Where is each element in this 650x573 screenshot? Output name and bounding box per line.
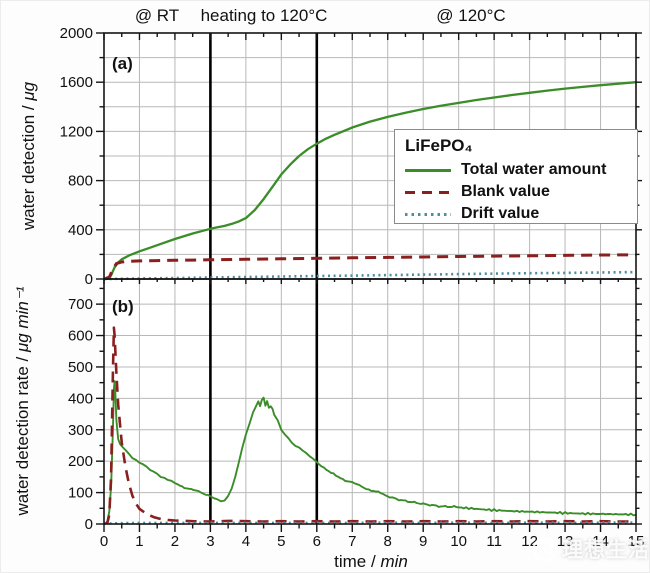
legend-item-drift-value: Drift value bbox=[405, 203, 627, 225]
tick-label: 300 bbox=[68, 422, 93, 439]
tick-label: 200 bbox=[68, 453, 93, 470]
drift-value-curve bbox=[103, 521, 636, 525]
tick-label: 9 bbox=[419, 533, 427, 550]
total-water-amount-curve bbox=[103, 380, 637, 525]
tick-label: 12 bbox=[521, 533, 538, 550]
total-water-amount-curve bbox=[103, 81, 637, 281]
tick-label: 5 bbox=[277, 533, 285, 550]
legend-item-label: Blank value bbox=[461, 183, 550, 200]
tick-label: 6 bbox=[313, 533, 321, 550]
blank-value-line-swatch bbox=[405, 190, 451, 194]
y-axis-label-panel-b: water detection rate / μg min⁻¹ bbox=[13, 286, 33, 515]
tick-label: 10 bbox=[450, 533, 467, 550]
tick-label: 2000 bbox=[60, 25, 93, 42]
blank-value-curve bbox=[103, 253, 637, 281]
blank-value-curve bbox=[103, 326, 636, 526]
tick-label: 4 bbox=[242, 533, 250, 550]
total-water-line-swatch bbox=[405, 168, 451, 172]
drift-value-curve bbox=[103, 270, 637, 281]
annotation-region-heating: heating to 120°C bbox=[200, 6, 328, 25]
tick-label: 400 bbox=[68, 390, 93, 407]
tick-label: 500 bbox=[68, 359, 93, 376]
tick-label: 700 bbox=[68, 296, 93, 313]
x-axis-label-unit: min bbox=[380, 552, 408, 571]
y-axis-label-panel-a: water detection / μg bbox=[19, 82, 39, 230]
y-axis-label-a-text: water detection / bbox=[19, 100, 38, 231]
tick-label: 1 bbox=[135, 533, 143, 550]
tick-label: 3 bbox=[206, 533, 214, 550]
tick-label: 100 bbox=[68, 485, 93, 502]
y-axis-label-b-unit: μg min⁻¹ bbox=[13, 286, 32, 353]
tick-label: 800 bbox=[68, 173, 93, 190]
tick-label: 0 bbox=[100, 533, 108, 550]
x-axis-label: time / min bbox=[334, 552, 408, 572]
y-axis-label-b-text: water detection rate / bbox=[13, 352, 32, 516]
tick-label: 13 bbox=[557, 533, 574, 550]
tick-label: 11 bbox=[486, 533, 502, 550]
legend-item-blank-value: Blank value bbox=[405, 181, 627, 203]
tick-label: 400 bbox=[68, 222, 93, 239]
tick-label: 15 bbox=[628, 533, 645, 550]
tick-label: 7 bbox=[348, 533, 356, 550]
annotation-region-rt: @ RT bbox=[134, 6, 180, 25]
legend-item-total-water: Total water amount bbox=[405, 159, 627, 181]
panel-b-label: (b) bbox=[112, 297, 134, 316]
tick-label: 8 bbox=[384, 533, 392, 550]
legend-box: LiFePO₄ Total water amount Blank value D… bbox=[394, 129, 638, 224]
annotation-region-120c: @ 120°C bbox=[436, 6, 506, 25]
tick-label: 600 bbox=[68, 328, 93, 345]
legend-item-label: Drift value bbox=[461, 205, 540, 222]
tick-label: 2 bbox=[171, 533, 179, 550]
tick-label: 0 bbox=[85, 271, 93, 288]
tick-label: 0 bbox=[85, 516, 93, 533]
tick-label: 14 bbox=[592, 533, 609, 550]
legend-title: LiFePO₄ bbox=[405, 136, 473, 155]
legend-item-label: Total water amount bbox=[461, 161, 607, 178]
drift-value-line-swatch bbox=[405, 212, 451, 216]
panel-a-label: (a) bbox=[112, 54, 133, 73]
y-axis-label-a-unit: μg bbox=[19, 81, 38, 101]
x-axis-label-text: time / bbox=[334, 552, 381, 571]
tick-label: 1600 bbox=[60, 74, 93, 91]
tick-label: 1200 bbox=[60, 123, 93, 140]
